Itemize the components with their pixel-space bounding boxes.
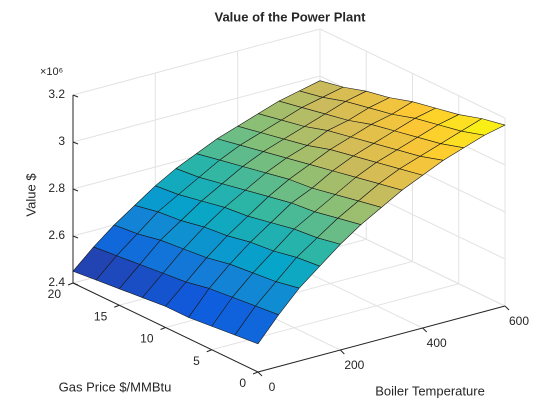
tick-mark: [72, 94, 79, 98]
y-tick-label: 15: [94, 309, 108, 323]
tick-mark: [422, 327, 428, 333]
tick-mark: [257, 371, 263, 377]
z-tick-label: 3: [58, 134, 65, 148]
tick-mark: [67, 282, 74, 286]
tick-mark: [252, 371, 259, 375]
x-tick-label: 600: [509, 314, 529, 328]
tick-mark: [72, 282, 79, 286]
y-tick-label: 5: [193, 354, 200, 368]
grid-line: [319, 28, 506, 119]
tick-mark: [206, 349, 212, 353]
grid-line: [72, 75, 321, 143]
z-axis-label: Value $: [23, 173, 38, 217]
surface-patch: [234, 305, 279, 345]
x-tick-label: 400: [427, 336, 447, 350]
axis-line: [257, 305, 506, 373]
y-tick-label: 10: [140, 332, 154, 346]
y-tick-label: 0: [239, 376, 246, 390]
y-tick-label: 20: [48, 287, 62, 301]
grid-line: [72, 28, 321, 96]
z-tick-label: 3.2: [48, 87, 65, 101]
tick-mark: [72, 235, 79, 239]
chart-title: Value of the Power Plant: [215, 9, 367, 24]
y-axis-label: Gas Price $/MMBtu: [59, 379, 172, 394]
tick-mark: [504, 305, 510, 311]
z-multiplier: ×10⁶: [40, 66, 63, 78]
x-tick-label: 200: [344, 358, 364, 372]
z-tick-label: 2.4: [48, 275, 65, 289]
tick-mark: [339, 349, 345, 355]
tick-mark: [72, 141, 79, 145]
tick-mark: [72, 188, 79, 192]
z-tick-label: 2.6: [48, 228, 65, 242]
tick-mark: [114, 304, 120, 308]
x-axis-label: Boiler Temperature: [375, 383, 485, 398]
z-tick-label: 2.8: [48, 181, 65, 195]
x-tick-label: 0: [269, 380, 276, 394]
tick-mark: [160, 327, 166, 330]
